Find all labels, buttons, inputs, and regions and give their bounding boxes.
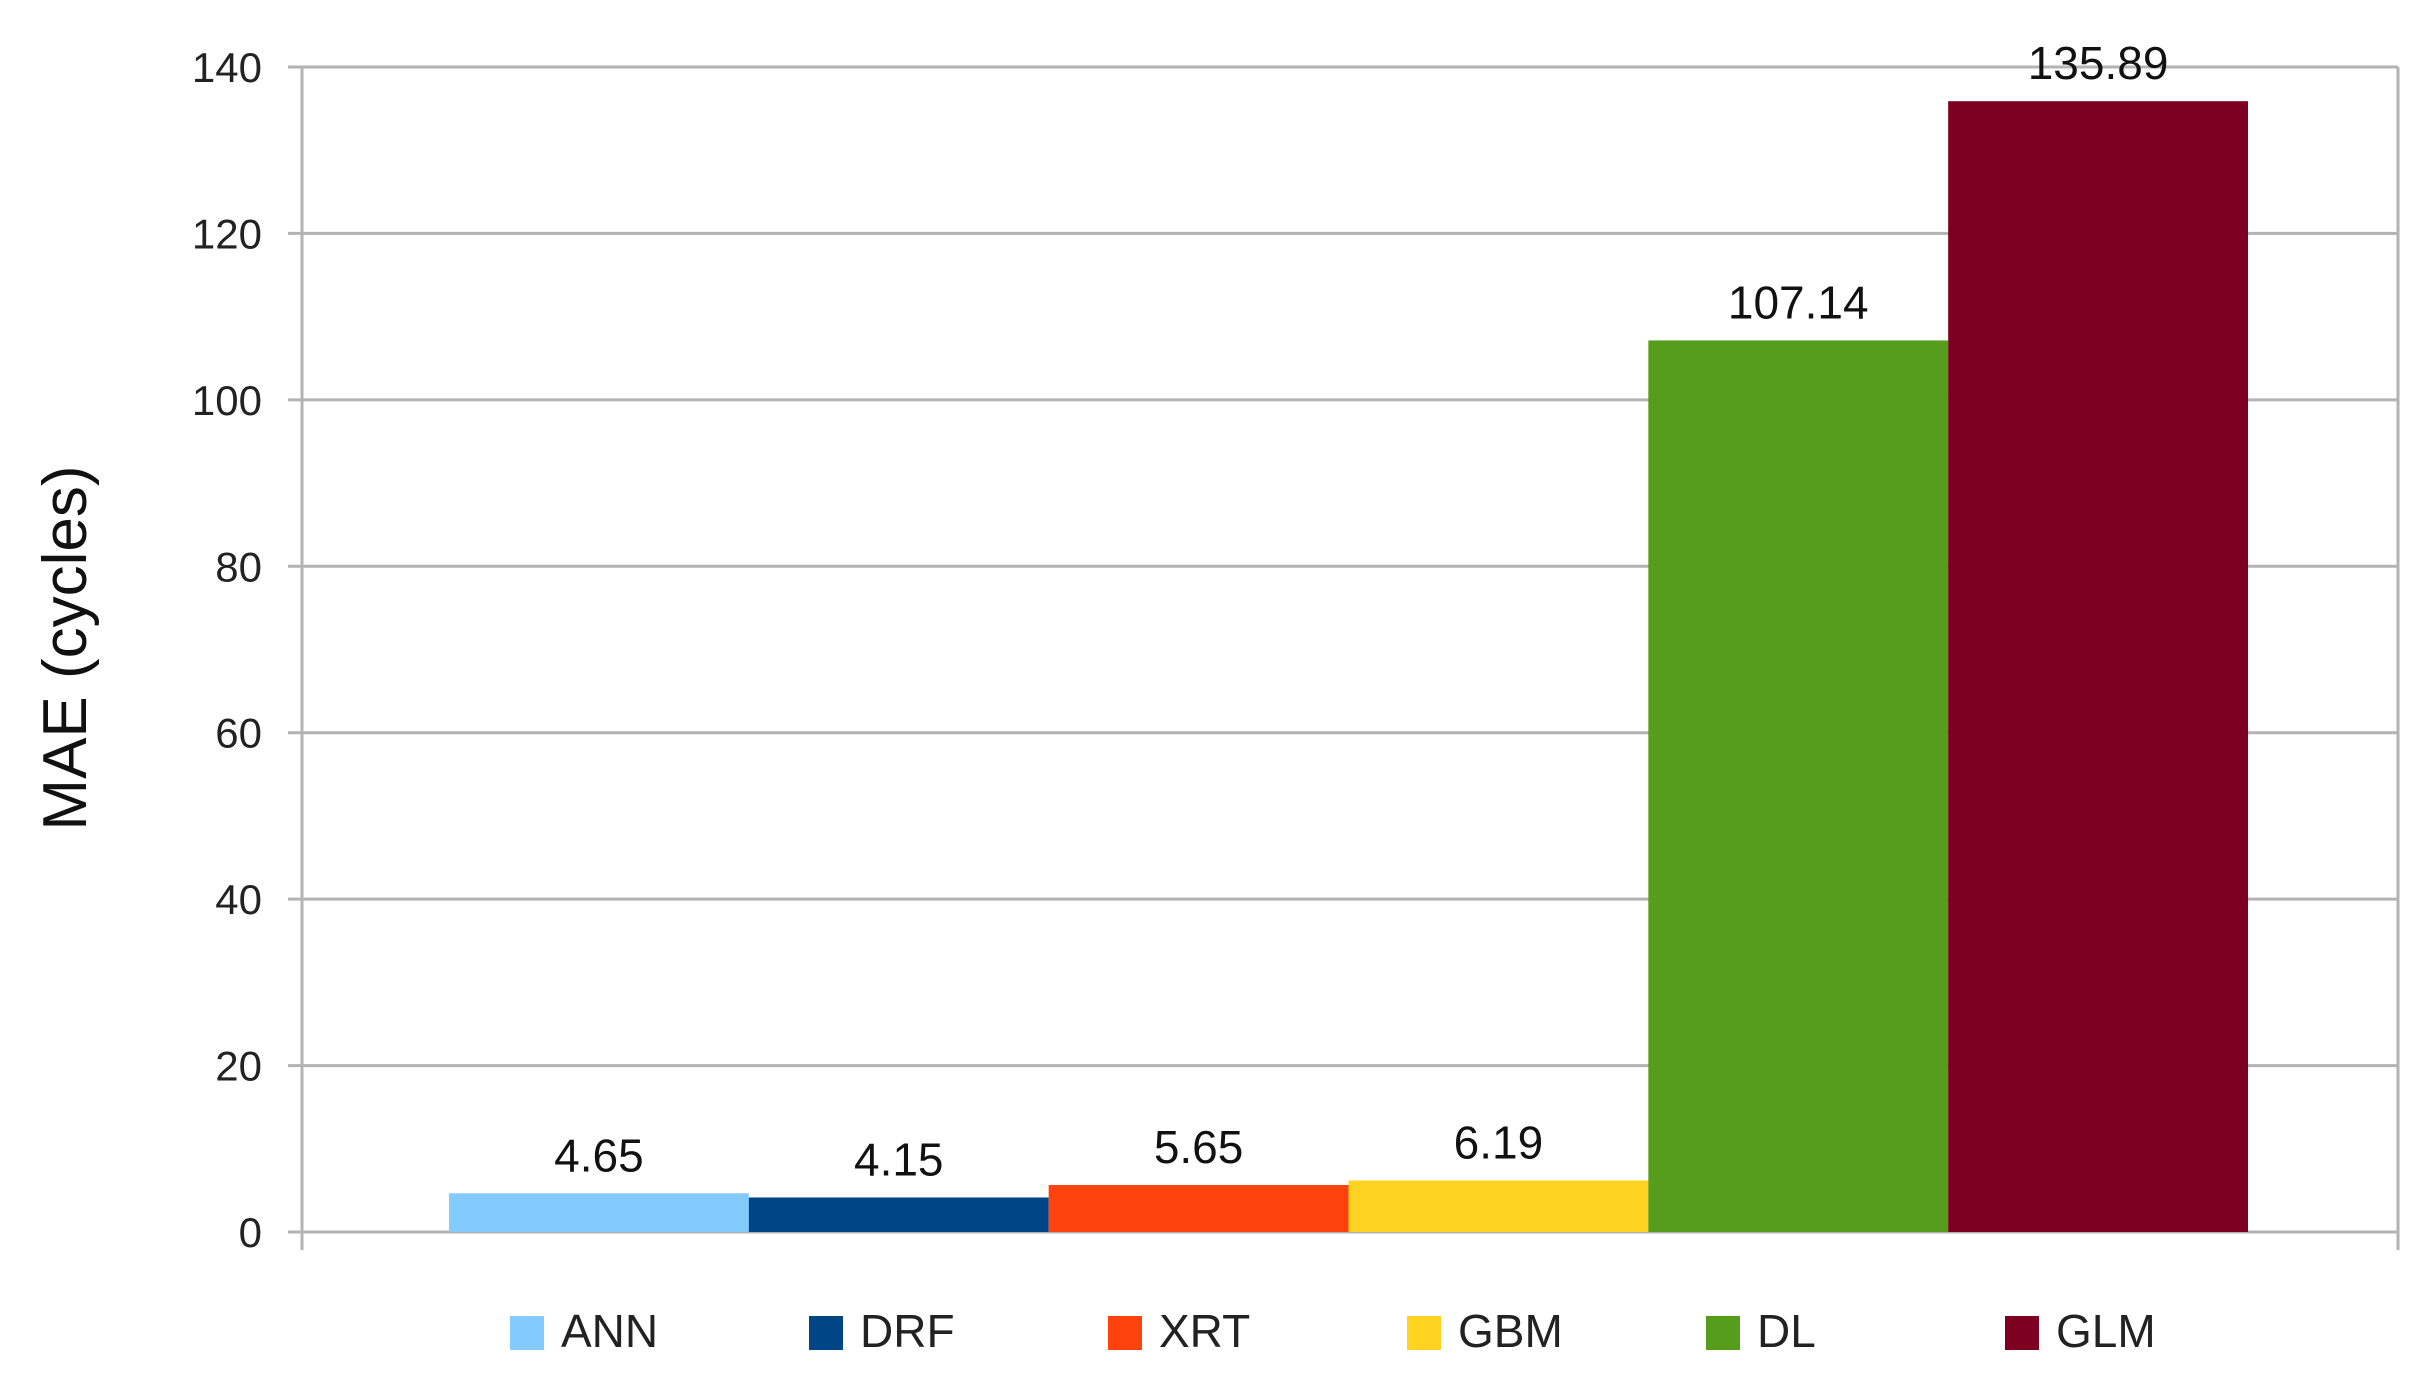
bar-gbm	[1348, 1180, 1649, 1232]
legend-swatch-gbm	[1407, 1316, 1441, 1350]
bar-ann	[449, 1193, 749, 1232]
legend-label-xrt: XRT	[1159, 1305, 1250, 1357]
axes: 0 20 40 60 80 100 120 140	[192, 44, 2400, 1256]
data-label-gbm: 6.19	[1454, 1116, 1544, 1168]
data-label-xrt: 5.65	[1154, 1121, 1244, 1173]
gridlines	[288, 65, 2398, 1234]
y-tick-label: 60	[215, 710, 262, 757]
legend-swatch-dl	[1706, 1316, 1740, 1350]
bar-drf	[748, 1197, 1049, 1232]
legend-label-glm: GLM	[2056, 1305, 2156, 1357]
legend-label-ann: ANN	[561, 1305, 658, 1357]
data-label-drf: 4.15	[854, 1133, 944, 1185]
bar-dl	[1648, 340, 1949, 1232]
legend-label-dl: DL	[1757, 1305, 1816, 1357]
legend-swatch-xrt	[1108, 1316, 1142, 1350]
bar-xrt	[1048, 1184, 1349, 1232]
y-tick-label: 100	[192, 377, 262, 424]
legend-swatch-drf	[809, 1316, 843, 1350]
y-axis-title: MAE (cycles)	[31, 465, 100, 830]
legend: ANN DRF XRT GBM DL GLM	[510, 1305, 2156, 1357]
data-label-glm: 135.89	[2028, 37, 2169, 89]
y-tick-label: 20	[215, 1043, 262, 1090]
data-labels: 4.65 4.15 5.65 6.19 107.14 135.89	[554, 37, 2168, 1185]
legend-swatch-ann	[510, 1316, 544, 1350]
y-tick-label: 40	[215, 876, 262, 923]
legend-label-gbm: GBM	[1458, 1305, 1563, 1357]
y-tick-label: 140	[192, 44, 262, 91]
data-label-ann: 4.65	[554, 1129, 644, 1181]
bars	[449, 101, 2248, 1233]
y-tick-label: 120	[192, 210, 262, 257]
legend-label-drf: DRF	[860, 1305, 955, 1357]
legend-swatch-glm	[2005, 1316, 2039, 1350]
y-tick-label: 0	[239, 1209, 262, 1256]
bar-glm	[1948, 101, 2248, 1233]
y-tick-label: 80	[215, 543, 262, 590]
data-label-dl: 107.14	[1728, 276, 1869, 328]
